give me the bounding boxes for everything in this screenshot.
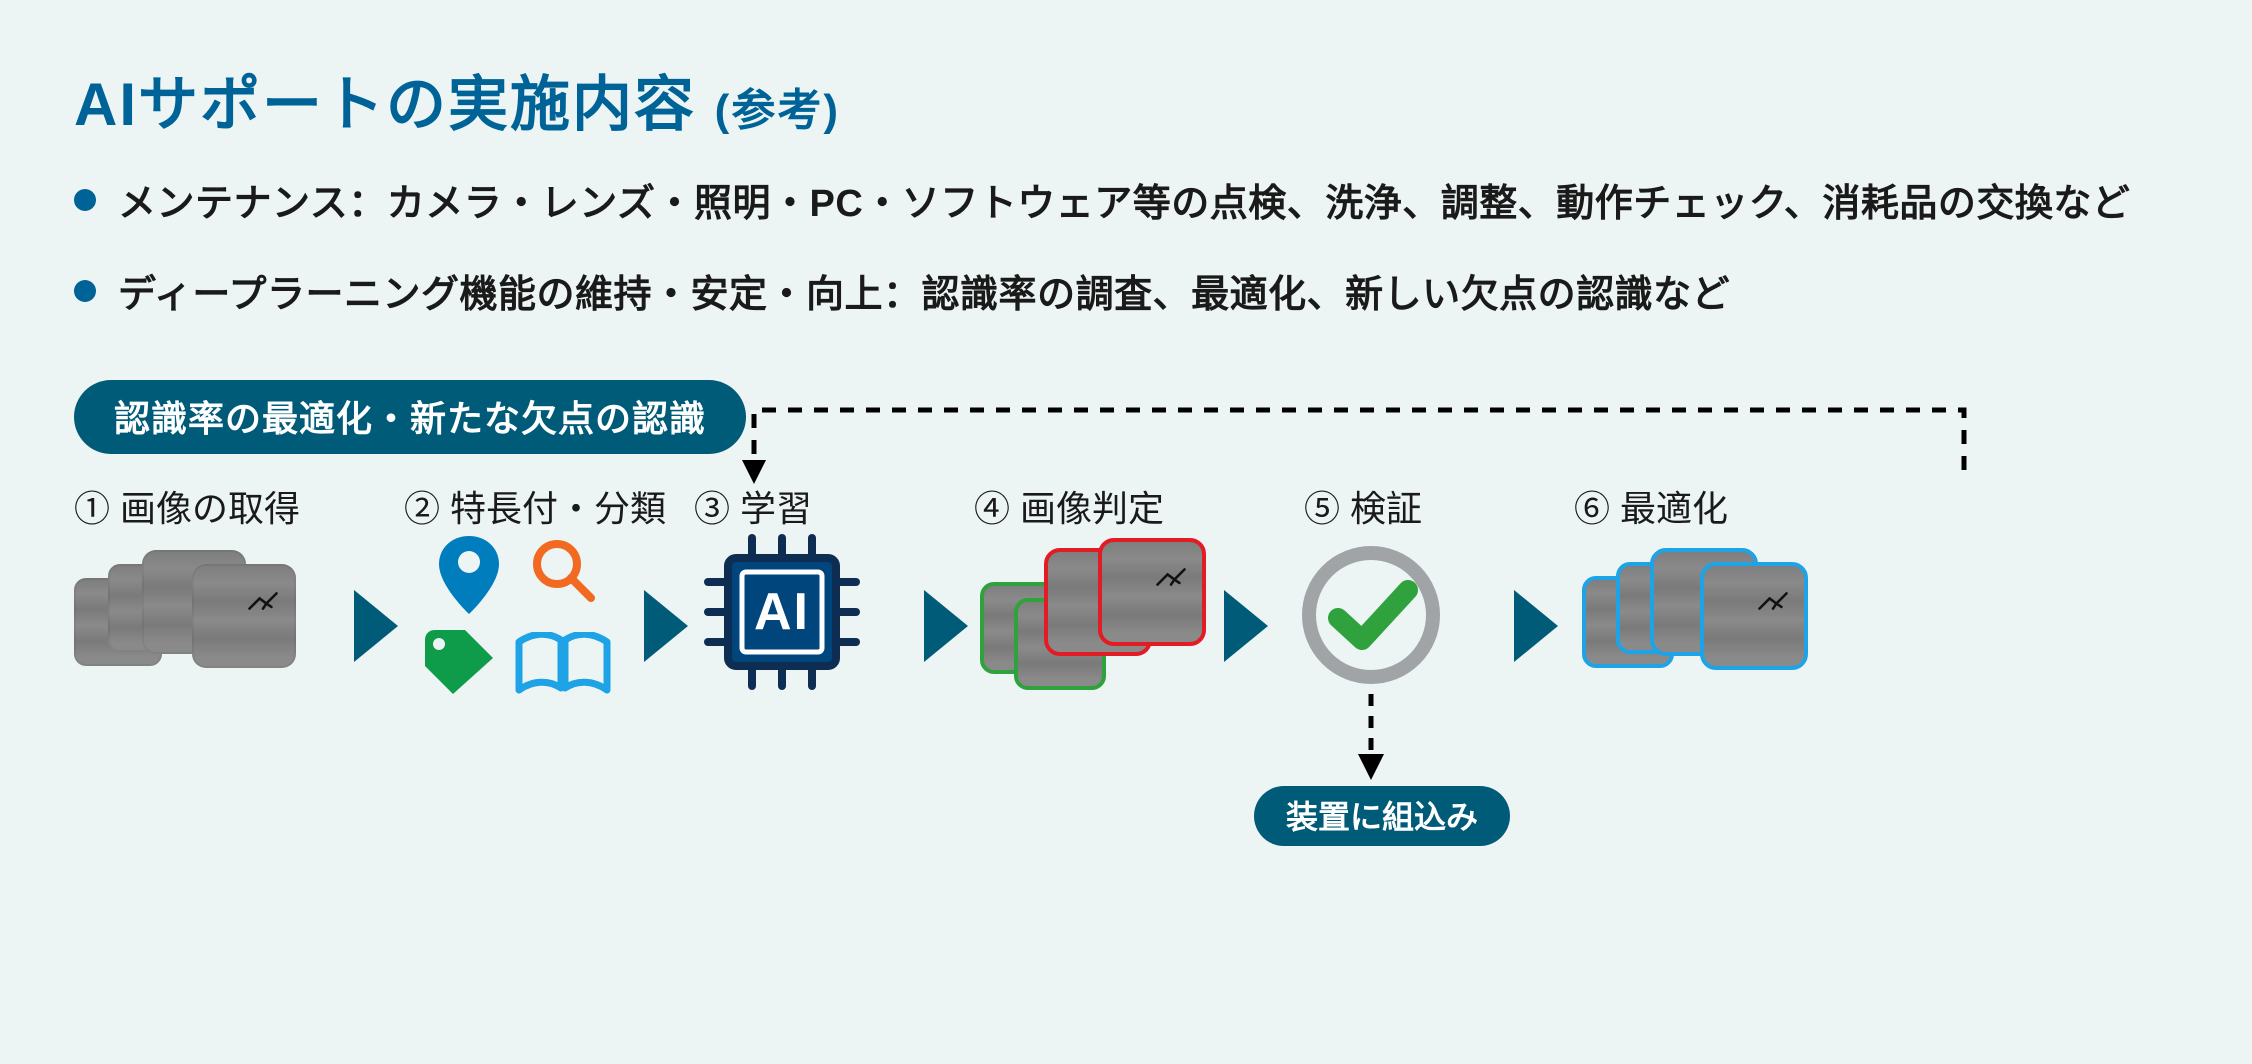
bullet-dot-icon [74,280,96,302]
pin-icon [439,536,499,614]
step-label-4: ④ 画像判定 [974,480,1164,532]
title-main: AIサポートの実施内容 [74,71,696,138]
step4-tiles [982,540,1222,700]
step-label-2: ② 特長付・分類 [404,480,666,532]
down-dashed-arrow [1346,690,1396,790]
flow-diagram: ① 画像の取得 ② 特長付・分類 ③ 学習 ④ 画像判定 ⑤ 検証 ⑥ 最適化 [74,460,2178,980]
magnifier-icon [529,536,597,604]
ai-chip-icon: AI [702,532,862,692]
step-label-3: ③ 学習 [694,480,812,532]
ai-chip-label: AI [702,532,862,692]
step1-tiles [74,540,314,700]
bullet-item: メンテナンス：カメラ・レンズ・照明・PC・ソフトウェア等の点検、洗浄、調整、動作… [74,172,2130,227]
bullet-text: メンテナンス：カメラ・レンズ・照明・PC・ソフトウェア等の点検、洗浄、調整、動作… [118,172,2130,227]
bullet-text: ディープラーニング機能の維持・安定・向上：認識率の調査、最適化、新しい欠点の認識… [118,263,1730,318]
down-pill: 装置に組込み [1254,786,1510,846]
arrow-icon [1224,590,1268,662]
arrow-icon [1514,590,1558,662]
bullet-item: ディープラーニング機能の維持・安定・向上：認識率の調査、最適化、新しい欠点の認識… [74,263,2130,318]
book-icon [515,632,611,694]
step-label-1: ① 画像の取得 [74,480,300,532]
step2-icons [419,536,619,706]
arrow-icon [354,590,398,662]
verify-check-icon [1296,540,1446,690]
title-sub: (参考) [715,86,840,135]
bullet-dot-icon [74,189,96,211]
bullet-list: メンテナンス：カメラ・レンズ・照明・PC・ソフトウェア等の点検、洗浄、調整、動作… [74,158,2130,354]
arrow-icon [924,590,968,662]
step6-tiles [1584,540,1824,700]
step-label-6: ⑥ 最適化 [1574,480,1728,532]
arrow-icon [644,590,688,662]
page-title: AIサポートの実施内容 (参考) [74,56,840,143]
step-label-5: ⑤ 検証 [1304,480,1422,532]
tag-icon [419,626,497,696]
